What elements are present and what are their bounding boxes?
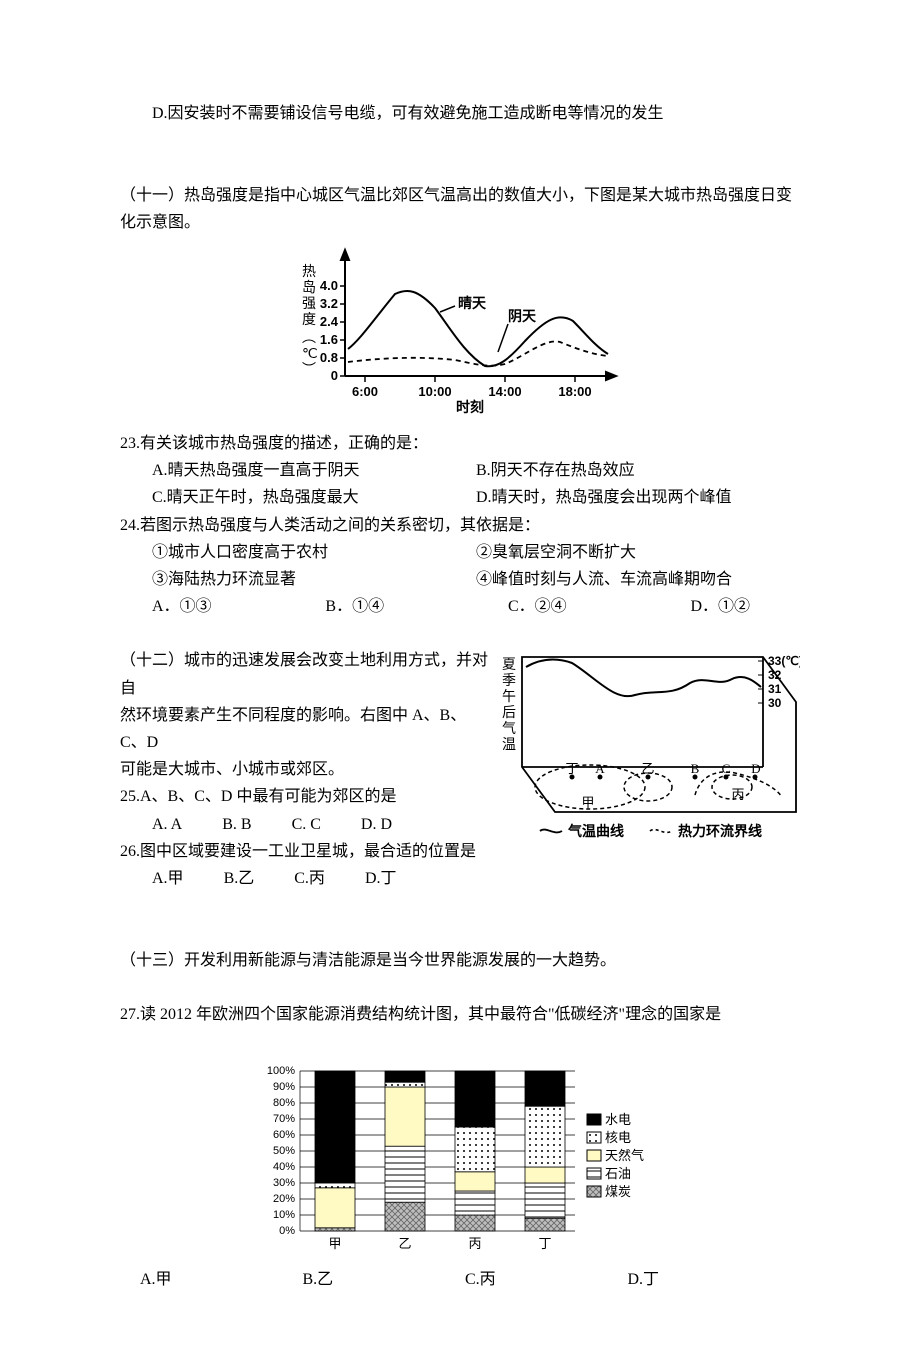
svg-text:4.0: 4.0 xyxy=(320,278,338,293)
svg-text:水电: 水电 xyxy=(605,1112,631,1127)
svg-text:石油: 石油 xyxy=(605,1166,631,1181)
svg-text:时刻: 时刻 xyxy=(456,399,484,416)
svg-text:核电: 核电 xyxy=(605,1130,631,1145)
q23-opt-c: C.晴天正午时，热岛强度最大 xyxy=(152,484,476,511)
q24-opt-d: D．①② xyxy=(690,593,800,620)
svg-text:热: 热 xyxy=(302,264,316,280)
q26-opt-b: B.乙 xyxy=(224,865,255,892)
q24-item-2: ②臭氧层空洞不断扩大 xyxy=(476,539,800,566)
q27-opt-a: A.甲 xyxy=(140,1266,303,1293)
svg-text:60%: 60% xyxy=(273,1129,295,1141)
q27-stem: 27.读 2012 年欧洲四个国家能源消费结构统计图，其中最符合"低碳经济"理念… xyxy=(120,1001,800,1028)
q23-opt-d: D.晴天时，热岛强度会出现两个峰值 xyxy=(476,484,800,511)
q25-stem: 25.A、B、C、D 中最有可能为郊区的是 xyxy=(120,783,492,810)
q24-stem: 24.若图示热岛强度与人类活动之间的关系密切，其依据是： xyxy=(120,512,800,539)
q26-opt-c: C.丙 xyxy=(294,865,325,892)
svg-text:20%: 20% xyxy=(273,1193,295,1205)
svg-text:70%: 70% xyxy=(273,1113,295,1125)
svg-text:乙: 乙 xyxy=(398,1236,411,1251)
svg-text:50%: 50% xyxy=(273,1145,295,1157)
q25-opt-c: C. C xyxy=(292,811,321,838)
svg-text:32: 32 xyxy=(768,668,782,682)
svg-text:30%: 30% xyxy=(273,1177,295,1189)
q24-opt-a: A．①③ xyxy=(152,593,325,620)
svg-text:90%: 90% xyxy=(273,1081,295,1093)
svg-text:温: 温 xyxy=(502,737,516,753)
svg-text:阴天: 阴天 xyxy=(508,309,537,325)
svg-text:10:00: 10:00 xyxy=(418,384,451,399)
prev-option-d: D.因安装时不需要铺设信号电缆，可有效避免施工造成断电等情况的发生 xyxy=(120,100,800,127)
q25-opt-a: A. A xyxy=(152,811,182,838)
q27-opt-b: B.乙 xyxy=(303,1266,466,1293)
svg-text:气: 气 xyxy=(502,721,516,737)
q27-opt-c: C.丙 xyxy=(465,1266,628,1293)
svg-text:18:00: 18:00 xyxy=(558,384,591,399)
section-13-intro: （十三）开发利用新能源与清洁能源是当今世界能源发展的一大趋势。 xyxy=(120,947,800,974)
svg-text:强: 强 xyxy=(302,297,316,312)
svg-text:晴天: 晴天 xyxy=(458,295,487,312)
section-12-intro-l3: 可能是大城市、小城市或郊区。 xyxy=(120,756,492,783)
q23-opt-b: B.阴天不存在热岛效应 xyxy=(476,457,800,484)
chart-27-energy: 0% 10% 20% 30% 40% 50% 60% 70% 80% 90% 1… xyxy=(120,1046,800,1266)
q24-item-1: ①城市人口密度高于农村 xyxy=(152,539,476,566)
svg-text:度: 度 xyxy=(302,312,316,328)
q27-opt-d: D.丁 xyxy=(628,1266,791,1293)
q24-opt-c: C．②④ xyxy=(508,593,691,620)
svg-text:100%: 100% xyxy=(267,1065,295,1077)
svg-text:︵: ︵ xyxy=(302,331,316,346)
svg-text:甲: 甲 xyxy=(581,795,594,810)
svg-text:夏: 夏 xyxy=(502,657,516,673)
svg-text:30: 30 xyxy=(768,696,782,710)
svg-text:气温曲线: 气温曲线 xyxy=(567,823,624,840)
svg-text:天然气: 天然气 xyxy=(605,1148,644,1163)
svg-text:热力环流界线: 热力环流界线 xyxy=(678,823,762,840)
svg-text:3.2: 3.2 xyxy=(320,296,338,311)
section-12-intro-l1: （十二）城市的迅速发展会改变土地利用方式，并对自 xyxy=(120,647,492,701)
svg-text:D: D xyxy=(751,761,760,776)
svg-text:33(℃): 33(℃) xyxy=(768,654,800,668)
svg-text:6:00: 6:00 xyxy=(352,384,378,399)
svg-text:2.4: 2.4 xyxy=(320,314,339,329)
svg-text:80%: 80% xyxy=(273,1097,295,1109)
q23-stem: 23.有关该城市热岛强度的描述，正确的是： xyxy=(120,430,800,457)
q26-stem: 26.图中区域要建设一工业卫星城，最合适的位置是 xyxy=(120,838,492,865)
svg-text:0%: 0% xyxy=(279,1225,295,1237)
svg-text:后: 后 xyxy=(502,705,516,721)
svg-text:14:00: 14:00 xyxy=(488,384,521,399)
svg-text:岛: 岛 xyxy=(302,280,316,296)
svg-text:31: 31 xyxy=(768,682,782,696)
chart-12-temperature: 夏季 午后 气温 33(℃) 32 31 30 xyxy=(492,647,800,847)
q24-opt-b: B．①④ xyxy=(325,593,508,620)
svg-text:︶: ︶ xyxy=(302,362,316,378)
q26-opt-d: D.丁 xyxy=(365,865,397,892)
svg-text:丁: 丁 xyxy=(538,1236,551,1251)
q26-opt-a: A.甲 xyxy=(152,865,184,892)
svg-text:季: 季 xyxy=(502,673,516,689)
svg-text:40%: 40% xyxy=(273,1161,295,1173)
svg-text:煤炭: 煤炭 xyxy=(605,1184,631,1199)
svg-text:甲: 甲 xyxy=(328,1236,341,1251)
svg-text:10%: 10% xyxy=(273,1209,295,1221)
q23-opt-a: A.晴天热岛强度一直高于阴天 xyxy=(152,457,476,484)
q24-item-3: ③海陆热力环流显著 xyxy=(152,566,476,593)
svg-text:丙: 丙 xyxy=(731,787,744,802)
q25-opt-b: B. B xyxy=(222,811,251,838)
svg-text:C: C xyxy=(722,761,731,776)
svg-text:乙: 乙 xyxy=(641,761,654,776)
svg-text:1.6: 1.6 xyxy=(320,332,338,347)
q25-opt-d: D. D xyxy=(361,811,392,838)
section-11-intro: （十一）热岛强度是指中心城区气温比郊区气温高出的数值大小，下图是某大城市热岛强度… xyxy=(120,182,800,236)
q24-item-4: ④峰值时刻与人流、车流高峰期吻合 xyxy=(476,566,800,593)
svg-text:℃: ℃ xyxy=(302,347,318,362)
svg-text:0: 0 xyxy=(331,368,338,383)
svg-text:丁: 丁 xyxy=(565,761,578,776)
svg-text:0.8: 0.8 xyxy=(320,350,338,365)
svg-text:丙: 丙 xyxy=(468,1236,481,1251)
svg-text:A: A xyxy=(595,761,605,776)
chart-11-heat-island: 热 岛 强 度 ︵ ℃ ︶ xyxy=(120,246,800,416)
svg-text:B: B xyxy=(691,761,700,776)
svg-text:午: 午 xyxy=(502,689,516,705)
section-12-intro-l2: 然环境要素产生不同程度的影响。右图中 A、B、C、D xyxy=(120,702,492,756)
